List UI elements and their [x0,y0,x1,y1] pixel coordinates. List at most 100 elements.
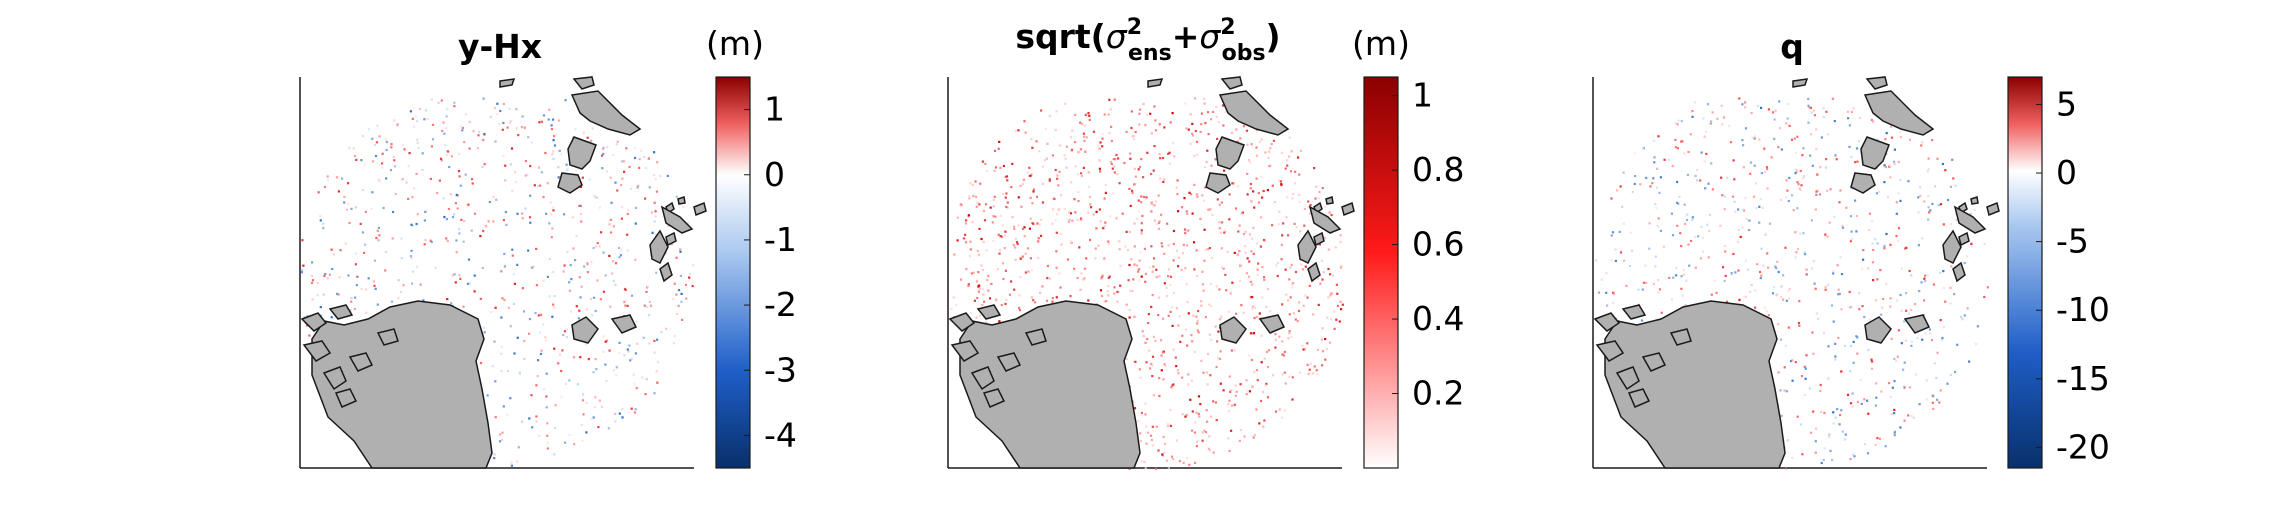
observation-point [537,184,540,188]
observation-point [679,248,682,251]
title-prefix: sqrt( [1015,17,1105,56]
observation-point [1903,361,1906,364]
observation-point [985,249,988,252]
observation-point [1164,442,1167,445]
observation-point [1874,238,1877,241]
observation-point [1103,197,1106,200]
observation-point [563,330,567,333]
observation-point [636,186,639,189]
observation-point [347,202,350,206]
observation-point [515,180,518,184]
observation-point [634,222,637,225]
observation-point [980,264,983,267]
observation-point [1259,245,1262,248]
observation-point [1299,230,1302,233]
observation-point [1970,242,1973,245]
observation-point [1175,365,1178,368]
observation-point [1071,129,1074,132]
observation-point [1754,306,1757,309]
observation-point [489,116,492,119]
observation-point [1056,174,1059,177]
observation-point [1681,294,1684,297]
observation-point [1312,313,1315,316]
observation-point [612,279,615,282]
observation-point [397,279,400,282]
observation-point [1189,113,1192,116]
observation-point [1150,203,1153,206]
observation-point [1689,239,1693,243]
observation-point [1897,329,1900,332]
observation-point [1805,273,1808,276]
observation-point [1340,308,1343,311]
observation-point [1029,257,1032,260]
observation-point [993,169,996,173]
observation-point [1252,436,1255,439]
observation-point [1175,249,1178,252]
observation-point [1274,410,1278,413]
observation-point [1929,332,1932,335]
observation-point [492,220,495,223]
observation-point [976,307,979,310]
observation-point [524,160,527,163]
observation-point [1255,177,1258,180]
observation-point [1196,153,1199,156]
observation-point [410,249,413,252]
observation-point [1092,130,1096,133]
observation-point [612,369,615,372]
observation-point [1088,195,1092,199]
observation-point [1028,166,1031,169]
observation-point [1760,274,1763,277]
land-svalbard [1219,316,1247,344]
observation-point [978,227,981,230]
observation-point [621,160,624,163]
observation-point [557,176,560,179]
land-svalbard [571,316,599,344]
observation-point [667,224,670,227]
colorbar [1363,76,1399,469]
observation-point [1246,172,1249,175]
observation-point [498,440,502,443]
observation-point [1255,369,1258,372]
observation-point [1020,205,1023,208]
observation-point [1043,159,1047,162]
observation-point [1786,117,1789,120]
observation-point [1151,375,1154,378]
observation-point [1786,189,1789,192]
observation-point [1787,326,1790,329]
observation-point [566,250,569,254]
observation-point [1328,273,1332,276]
observation-point [1203,228,1206,231]
observation-point [1288,332,1291,335]
observation-point [553,453,556,456]
observation-point [326,277,329,280]
observation-point [1038,150,1041,153]
observation-point [1871,220,1874,223]
observation-point [624,304,627,307]
observation-point [408,152,411,155]
observation-point [1675,274,1678,277]
land-siberia-tip [1313,231,1325,247]
observation-point [302,264,305,267]
panel-title: q [1780,27,1804,66]
observation-point [564,441,567,444]
observation-point [1159,177,1162,180]
observation-point [1080,172,1083,175]
observation-point [1234,207,1238,210]
observation-point [1187,383,1190,386]
observation-point [1746,268,1750,271]
observation-point [1841,226,1845,229]
observation-point [1169,424,1172,427]
observation-point [1755,182,1758,185]
observation-point [355,284,358,287]
observation-point [311,281,314,284]
observation-point [1779,198,1783,201]
observation-point [499,433,502,436]
observation-point [1087,299,1090,302]
observation-point [1327,267,1330,271]
observation-point [1118,182,1121,185]
observation-point [1706,223,1709,226]
observation-point [1000,235,1003,238]
observation-point [539,352,543,356]
observation-point [1233,403,1236,406]
observation-point [1191,340,1194,343]
